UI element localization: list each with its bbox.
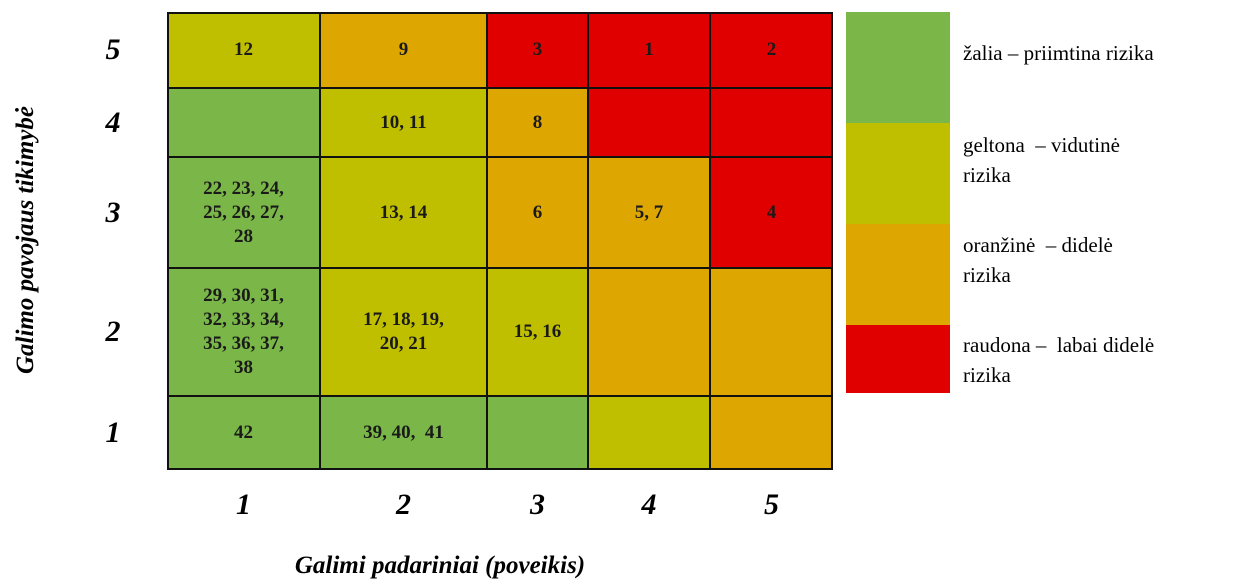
cell-text: 25, 26, 27,: [203, 201, 284, 223]
cell-text: 6: [532, 201, 543, 223]
cell-text: 28: [234, 225, 253, 247]
cell-text: 17, 18, 19,: [363, 309, 444, 330]
legend-label: raudona – labai didelė rizika: [963, 330, 1154, 390]
legend-line: raudona – labai didelė: [963, 333, 1155, 357]
matrix-cell: 29, 30, 31, 32, 33, 34, 35, 36, 37, 38: [167, 268, 320, 396]
matrix-cell: 12: [167, 12, 320, 88]
matrix-cell: 42: [167, 396, 320, 470]
cell-text: 20, 21: [379, 333, 428, 354]
matrix-cell: [588, 268, 710, 396]
matrix-cell: 3: [487, 12, 588, 88]
matrix-cell: 2: [710, 12, 833, 88]
legend-swatch: [846, 325, 950, 393]
matrix-cell: 8: [487, 88, 588, 157]
x-axis-title: Galimi padariniai (poveikis): [294, 552, 586, 579]
column-label: 5: [764, 488, 779, 521]
cell-text: 3: [532, 39, 543, 60]
column-label: 4: [641, 488, 657, 521]
matrix-cell: 6: [487, 157, 588, 268]
row-label: 1: [105, 416, 121, 449]
cell-text: 35, 36, 37,: [203, 333, 284, 354]
legend-swatch: [846, 224, 950, 325]
matrix-cell: 1: [588, 12, 710, 88]
row-label: 3: [105, 195, 121, 229]
cell-text: 8: [532, 111, 543, 133]
matrix-cell: 13, 14: [320, 157, 487, 268]
cell-text: 9: [398, 39, 409, 60]
matrix-cell: [487, 396, 588, 470]
legend-line: oranžinė – didelė: [963, 233, 1113, 257]
matrix-cell: 15, 16: [487, 268, 588, 396]
matrix-cell: [710, 396, 833, 470]
matrix-cell: 5, 7: [588, 157, 710, 268]
legend-label: oranžinė – didelė rizika: [963, 230, 1113, 290]
matrix-cell: 9: [320, 12, 487, 88]
cell-text: 12: [234, 39, 253, 60]
cell-text: 22, 23, 24,: [203, 177, 284, 199]
cell-text: 4: [766, 201, 777, 223]
cell-text: 2: [766, 39, 777, 60]
legend-label: žalia – priimtina rizika: [963, 38, 1154, 68]
matrix-cell: 17, 18, 19, 20, 21: [320, 268, 487, 396]
legend-line: rizika: [963, 163, 1011, 187]
matrix-cell: [710, 88, 833, 157]
legend-line: žalia – priimtina rizika: [963, 41, 1154, 65]
cell-text: 38: [234, 357, 253, 378]
legend-line: rizika: [963, 263, 1011, 287]
cell-text: 10, 11: [380, 111, 427, 133]
matrix-cell: 39, 40, 41: [320, 396, 487, 470]
legend-label: geltona – vidutinė rizika: [963, 130, 1120, 190]
matrix-cell: [588, 396, 710, 470]
legend-swatch: [846, 123, 950, 224]
cell-text: 29, 30, 31,: [203, 285, 284, 306]
matrix-cell: 10, 11: [320, 88, 487, 157]
matrix-cell: [588, 88, 710, 157]
matrix-cell: 4: [710, 157, 833, 268]
matrix-cell: 22, 23, 24, 25, 26, 27, 28: [167, 157, 320, 268]
cell-text: 39, 40, 41: [363, 422, 444, 443]
cell-text: 32, 33, 34,: [203, 309, 284, 330]
cell-text: 5, 7: [634, 201, 664, 223]
matrix-cell: [167, 88, 320, 157]
legend-line: rizika: [963, 363, 1011, 387]
matrix-cell: [710, 268, 833, 396]
row-label: 5: [105, 33, 121, 66]
cell-text: 1: [644, 39, 654, 60]
cell-text: 13, 14: [379, 201, 428, 223]
column-label: 3: [530, 488, 545, 521]
column-label: 1: [236, 488, 251, 521]
y-axis-title: Galimo pavojaus tikimybė: [12, 105, 39, 375]
legend-line: geltona – vidutinė: [963, 133, 1120, 157]
column-label: 2: [396, 488, 411, 521]
legend-swatch: [846, 12, 950, 123]
cell-text: 42: [234, 422, 253, 443]
row-label: 4: [105, 105, 121, 139]
cell-text: 15, 16: [513, 321, 562, 342]
row-label: 2: [105, 315, 121, 348]
